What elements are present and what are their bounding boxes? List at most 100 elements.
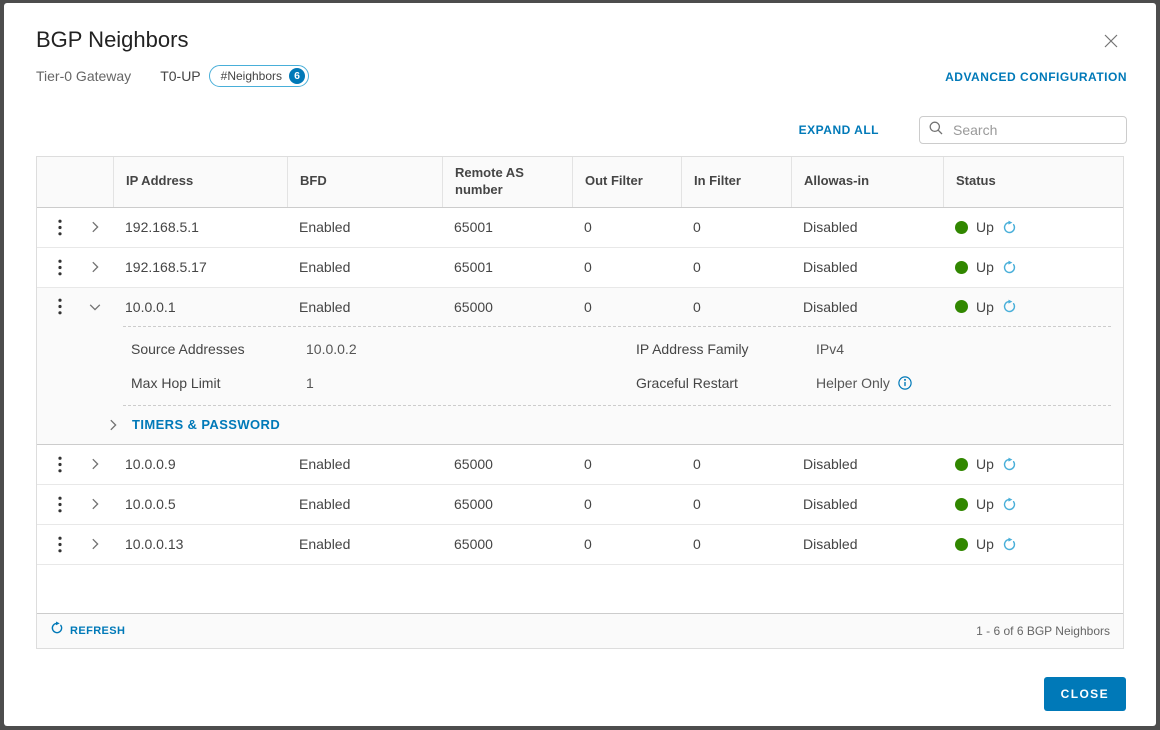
cell-status: Up (943, 288, 1123, 326)
refresh-icon (50, 621, 64, 640)
status-refresh-icon[interactable] (1002, 497, 1017, 512)
row-menu-icon[interactable] (58, 298, 62, 315)
detail-field-value: Helper Only (816, 366, 1111, 400)
cell-remote-as: 65000 (454, 456, 493, 473)
badge-count: 6 (289, 68, 306, 84)
cell-remote-as: 65000 (454, 536, 493, 553)
row-controls (37, 485, 113, 524)
row-controls (37, 248, 113, 287)
row-expand-icon[interactable] (88, 457, 102, 471)
pagination-count: 1 - 6 of 6 BGP Neighbors (976, 623, 1110, 638)
detail-value-text: Helper Only (816, 374, 890, 391)
gateway-name: T0-UP (160, 68, 201, 84)
cell-out-filter: 0 (584, 496, 592, 513)
row-menu-icon[interactable] (58, 219, 62, 236)
timers-password-section[interactable]: TIMERS & PASSWORD (37, 406, 1123, 444)
row-expand-icon[interactable] (88, 537, 102, 551)
gateway-type-label: Tier-0 Gateway (36, 68, 132, 84)
bgp-neighbors-dialog: BGP Neighbors Tier-0 Gateway T0-UP #Neig… (4, 3, 1156, 726)
timers-password-link: TIMERS & PASSWORD (132, 417, 281, 433)
col-header-allowas-in[interactable]: Allowas-in (791, 157, 943, 207)
cell-bfd: Enabled (299, 496, 351, 513)
col-header-status[interactable]: Status (943, 157, 1123, 207)
col-header-in-filter[interactable]: In Filter (681, 157, 791, 207)
bgp-neighbors-table: IP Address BFD Remote AS number Out Filter I… (36, 156, 1124, 649)
row-menu-icon[interactable] (58, 259, 62, 276)
table-row: 192.168.5.17 Enabled 65001 0 0 Disabled Up (37, 247, 1123, 288)
cell-in-filter: 0 (693, 536, 701, 553)
status-refresh-icon[interactable] (1002, 260, 1017, 275)
detail-field-value: 1 (306, 366, 636, 400)
detail-field-label: Max Hop Limit (131, 374, 221, 391)
cell-bfd: Enabled (299, 298, 351, 315)
row-menu-icon[interactable] (58, 496, 62, 513)
table-header-row: IP Address BFD Remote AS number Out Filter I… (37, 157, 1123, 208)
timers-expand-icon[interactable] (106, 418, 120, 432)
row-expand-icon[interactable] (88, 260, 102, 274)
cell-ip-address: 192.168.5.1 (125, 219, 199, 236)
status-refresh-icon[interactable] (1002, 220, 1017, 235)
status-up-dot (955, 300, 968, 314)
close-icon[interactable] (1101, 31, 1121, 56)
neighbors-count-badge: #Neighbors 6 (208, 65, 310, 87)
cell-ip-address: 10.0.0.1 (125, 298, 176, 315)
status-label: Up (976, 219, 994, 236)
col-header-out-filter[interactable]: Out Filter (572, 157, 681, 207)
col-header-ip-address[interactable]: IP Address (113, 157, 287, 207)
cell-status: Up (943, 248, 1123, 287)
cell-in-filter: 0 (693, 456, 701, 473)
status-label: Up (976, 496, 994, 513)
cell-in-filter: 0 (693, 496, 701, 513)
advanced-configuration-link[interactable]: ADVANCED CONFIGURATION (945, 70, 1127, 84)
dialog-header: BGP Neighbors (36, 27, 1127, 56)
expanded-row-group: 10.0.0.1 Enabled 65000 0 0 Disabled Up Source A… (37, 287, 1123, 445)
row-menu-icon[interactable] (58, 456, 62, 473)
table-empty-area (37, 564, 1123, 613)
col-header-controls (37, 157, 113, 207)
cell-remote-as: 65000 (454, 298, 493, 315)
status-label: Up (976, 259, 994, 276)
dialog-actions: CLOSE (36, 676, 1127, 711)
row-expand-icon[interactable] (88, 497, 102, 511)
row-expand-icon[interactable] (88, 220, 102, 234)
close-button[interactable]: CLOSE (1043, 676, 1126, 711)
status-up-dot (955, 537, 968, 551)
cell-out-filter: 0 (584, 298, 592, 315)
status-refresh-icon[interactable] (1002, 457, 1017, 472)
search-input[interactable] (951, 121, 1118, 139)
row-menu-icon[interactable] (58, 536, 62, 553)
expand-all-link[interactable]: EXPAND ALL (798, 123, 879, 137)
cell-allowas-in: Disabled (803, 496, 858, 513)
refresh-button[interactable]: REFRESH (50, 621, 125, 640)
col-header-bfd[interactable]: BFD (287, 157, 442, 207)
row-collapse-icon[interactable] (88, 300, 102, 314)
cell-ip-address: 192.168.5.17 (125, 259, 207, 276)
cell-bfd: Enabled (299, 456, 351, 473)
status-refresh-icon[interactable] (1002, 537, 1017, 552)
cell-out-filter: 0 (584, 536, 592, 553)
cell-bfd: Enabled (299, 536, 351, 553)
table-footer: REFRESH 1 - 6 of 6 BGP Neighbors (37, 612, 1123, 648)
cell-allowas-in: Disabled (803, 536, 858, 553)
col-header-remote-as-number[interactable]: Remote AS number (442, 157, 572, 207)
detail-value-text: 10.0.0.2 (306, 340, 357, 357)
cell-ip-address: 10.0.0.13 (125, 536, 184, 553)
cell-out-filter: 0 (584, 219, 592, 236)
row-controls (37, 445, 113, 484)
row-controls (37, 288, 113, 326)
status-refresh-icon[interactable] (1002, 299, 1017, 314)
info-icon[interactable] (897, 375, 913, 391)
row-controls (37, 525, 113, 564)
cell-status: Up (943, 525, 1123, 564)
cell-ip-address: 10.0.0.9 (125, 456, 176, 473)
dashed-separator (123, 404, 1111, 406)
cell-ip-address: 10.0.0.5 (125, 496, 176, 513)
cell-allowas-in: Disabled (803, 298, 858, 315)
table-row: 10.0.0.5 Enabled 65000 0 0 Disabled Up (37, 484, 1123, 525)
status-up-dot (955, 497, 968, 511)
cell-allowas-in: Disabled (803, 456, 858, 473)
table-toolbar: EXPAND ALL (36, 116, 1127, 144)
status-label: Up (976, 536, 994, 553)
cell-allowas-in: Disabled (803, 219, 858, 236)
